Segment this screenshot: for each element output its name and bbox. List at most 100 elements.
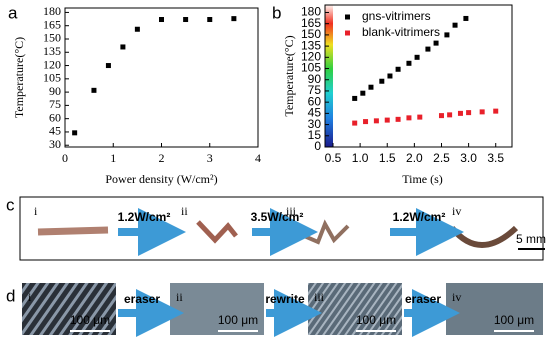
marker — [395, 116, 401, 122]
legend-marker — [345, 14, 350, 20]
marker — [72, 130, 78, 136]
scale-label: 5 mm — [516, 232, 546, 246]
y-tick-label: 90 — [308, 72, 322, 86]
marker — [91, 87, 97, 93]
y-tick-label: 45 — [49, 124, 61, 138]
plot-frame — [64, 7, 259, 148]
y-tick-label: 75 — [49, 97, 61, 111]
y-tick-label: 105 — [43, 71, 61, 85]
y-tick-label: 60 — [308, 94, 322, 108]
micrograph — [170, 283, 264, 335]
legend-label: blank-vitrimers — [362, 25, 440, 39]
step-label: 3.5W/cm² — [251, 210, 304, 224]
y-tick-label: 120 — [43, 57, 61, 71]
marker — [447, 112, 453, 118]
marker — [134, 26, 140, 32]
marker — [373, 118, 379, 124]
y-tick-label: 165 — [43, 17, 61, 31]
panel-label: c — [6, 195, 15, 214]
y-tick-label: 45 — [308, 106, 322, 120]
marker — [438, 113, 444, 119]
x-tick-label: 2.0 — [406, 151, 423, 165]
panel-label: d — [6, 286, 15, 305]
x-tick-label: 4 — [255, 151, 261, 165]
marker — [207, 17, 213, 23]
x-axis-label: Power density (W/cm²) — [105, 172, 217, 186]
marker — [363, 119, 369, 125]
marker — [352, 120, 358, 126]
y-tick-label: 75 — [308, 83, 322, 97]
stage-label: iv — [452, 290, 461, 304]
x-tick-label: 1 — [110, 151, 116, 165]
legend-label: gns-vitrimers — [362, 9, 431, 23]
plot-frame — [324, 4, 513, 148]
panel-label: a — [8, 3, 18, 22]
marker — [457, 110, 463, 116]
stage-label: iii — [314, 290, 325, 304]
x-tick-label: 0 — [62, 151, 68, 165]
y-tick-label: 30 — [308, 117, 322, 131]
y-tick-label: 135 — [301, 38, 321, 52]
stage-label: i — [28, 290, 32, 304]
x-tick-label: 1.0 — [352, 151, 369, 165]
marker — [493, 108, 499, 114]
marker — [466, 110, 472, 116]
micrograph — [446, 283, 543, 335]
y-tick-label: 105 — [301, 61, 321, 75]
x-tick-label: 3.0 — [460, 151, 477, 165]
y-tick-label: 165 — [301, 16, 321, 30]
micrograph — [22, 283, 116, 335]
marker — [406, 60, 412, 66]
y-tick-label: 0 — [314, 139, 321, 153]
marker — [352, 95, 358, 101]
marker — [183, 17, 189, 23]
stage-label: iv — [452, 204, 461, 218]
marker — [414, 54, 420, 60]
scale-label: 100 μm — [70, 313, 110, 327]
x-tick-label: 2.5 — [433, 151, 450, 165]
marker — [395, 66, 401, 72]
scale-label: 100 μm — [494, 313, 534, 327]
panel-label: b — [272, 3, 281, 22]
x-tick-label: 0.5 — [325, 151, 342, 165]
step-label: rewrite — [265, 292, 305, 306]
y-tick-label: 150 — [43, 31, 61, 45]
panel-frame — [19, 196, 544, 261]
stage-label: ii — [181, 204, 188, 218]
stage-label: ii — [176, 290, 183, 304]
marker — [105, 63, 111, 69]
marker — [120, 44, 126, 50]
y-tick-label: 90 — [49, 84, 61, 98]
step-label: 1.2W/cm² — [393, 210, 446, 224]
strip — [37, 226, 109, 236]
y-tick-label: 60 — [49, 110, 61, 124]
marker — [384, 117, 390, 123]
micrograph — [308, 283, 402, 335]
marker — [231, 16, 237, 22]
stage-label: i — [34, 204, 38, 218]
marker — [379, 78, 385, 84]
marker — [433, 40, 439, 46]
colorbar — [325, 5, 333, 147]
legend-marker — [345, 30, 350, 36]
scale-label: 100 μm — [218, 313, 258, 327]
y-tick-label: 135 — [43, 44, 61, 58]
strip — [294, 219, 350, 245]
y-tick-label: 120 — [301, 49, 321, 63]
marker — [360, 90, 366, 96]
y-tick-label: 30 — [49, 137, 61, 151]
marker — [425, 46, 431, 52]
step-label: 1.2W/cm² — [118, 210, 171, 224]
x-tick-label: 3 — [207, 151, 213, 165]
x-tick-label: 2 — [159, 151, 165, 165]
y-axis-label: Temperature(°C) — [282, 35, 296, 116]
y-tick-label: 150 — [301, 27, 321, 41]
y-tick-label: 180 — [43, 4, 61, 18]
marker — [444, 32, 450, 38]
scale-label: 100 μm — [356, 313, 396, 327]
strip — [449, 225, 519, 248]
y-axis-label: Temperature(°C) — [12, 37, 26, 118]
y-tick-label: 15 — [308, 128, 322, 142]
step-label: eraser — [124, 292, 160, 306]
